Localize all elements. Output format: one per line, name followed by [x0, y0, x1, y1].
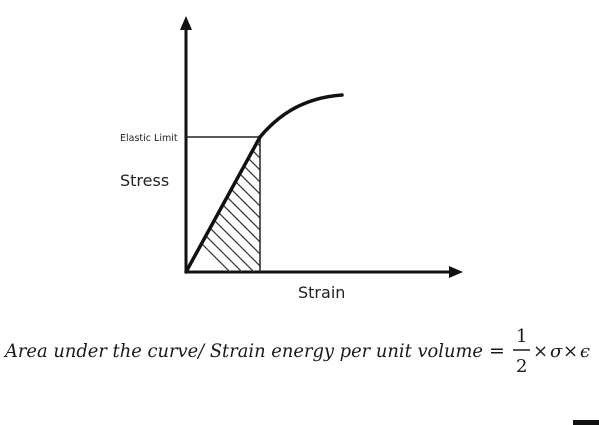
plastic-curve-segment	[258, 93, 344, 139]
x-axis-arrowhead	[449, 266, 463, 278]
formula-lhs: Area under the curve/ Strain energy per …	[3, 340, 483, 362]
corner-mark	[573, 420, 599, 425]
hatched-area	[186, 137, 260, 272]
y-axis-arrowhead	[180, 16, 192, 30]
times-symbol-1: ×	[533, 341, 548, 362]
formula-equals: =	[489, 340, 505, 362]
fraction-denominator: 2	[516, 356, 527, 377]
y-axis-label: Stress	[120, 171, 169, 190]
epsilon-symbol: ϵ	[580, 341, 590, 362]
elastic-limit-label: Elastic Limit	[120, 133, 178, 144]
sigma-symbol: σ	[550, 341, 563, 362]
times-symbol-2: ×	[563, 341, 578, 362]
fraction-numerator: 1	[516, 326, 527, 347]
elastic-curve-segment	[184, 135, 262, 274]
x-axis-label: Strain	[298, 283, 345, 302]
